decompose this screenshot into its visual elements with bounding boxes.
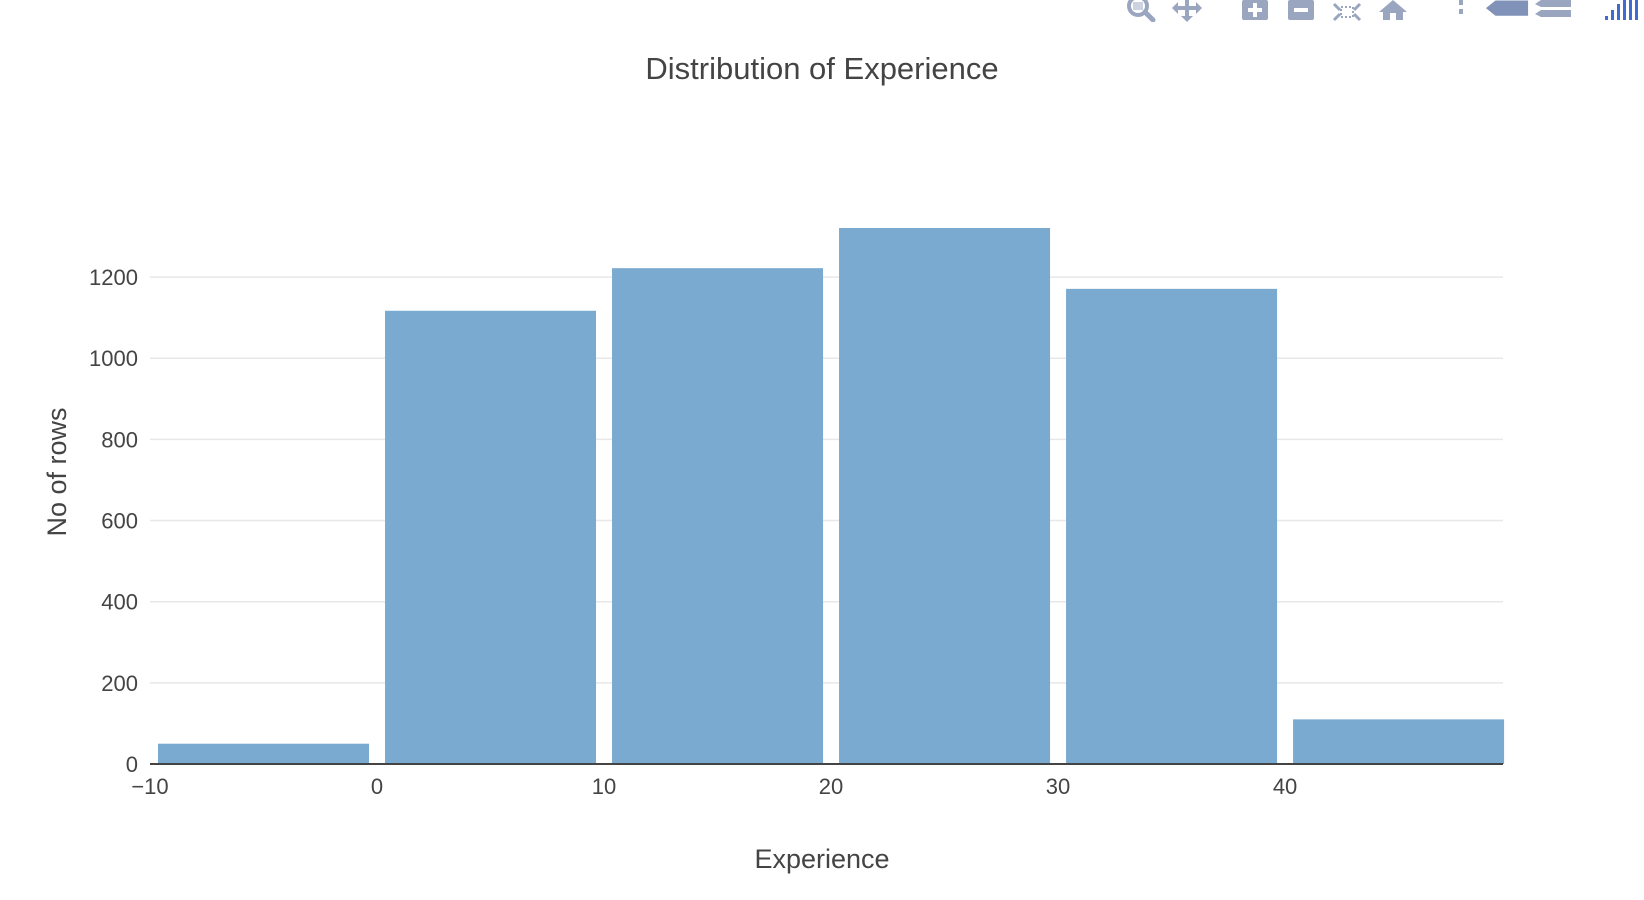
modebar-group-nav <box>1118 0 1210 24</box>
spike-lines-icon[interactable] <box>1438 0 1484 24</box>
x-tick-label: 10 <box>592 774 616 799</box>
pan-icon[interactable] <box>1164 0 1210 24</box>
y-tick-label: 0 <box>126 752 138 777</box>
bar-layer <box>158 227 1505 764</box>
histogram-bar[interactable] <box>839 227 1051 764</box>
x-tick-label: −10 <box>131 774 168 799</box>
y-tick-label: 1000 <box>89 346 138 371</box>
x-tick-label: 30 <box>1046 774 1070 799</box>
x-tick-labels: −10 0 10 20 30 40 <box>131 774 1297 799</box>
y-tick-labels: 0 200 400 600 800 1000 1200 <box>89 265 138 777</box>
histogram-bar[interactable] <box>1066 288 1278 764</box>
zoom-icon[interactable] <box>1118 0 1164 24</box>
y-tick-label: 1200 <box>89 265 138 290</box>
plotly-logo-icon[interactable] <box>1598 0 1644 24</box>
x-tick-label: 0 <box>371 774 383 799</box>
autoscale-icon[interactable] <box>1324 0 1370 24</box>
histogram-bar[interactable] <box>158 743 370 764</box>
grid-layer <box>150 276 1503 684</box>
y-tick-label: 400 <box>101 590 138 615</box>
modebar <box>1096 0 1644 24</box>
histogram-bar[interactable] <box>385 310 597 764</box>
zoom-out-icon[interactable] <box>1278 0 1324 24</box>
y-tick-label: 600 <box>101 509 138 534</box>
modebar-group-hover <box>1438 0 1576 24</box>
modebar-group-logo <box>1598 0 1644 24</box>
hover-closest-icon[interactable] <box>1484 0 1530 24</box>
hover-compare-icon[interactable] <box>1530 0 1576 24</box>
x-tick-label: 40 <box>1273 774 1297 799</box>
y-tick-label: 800 <box>101 427 138 452</box>
zoom-in-icon[interactable] <box>1232 0 1278 24</box>
modebar-group-zoom <box>1232 0 1416 24</box>
histogram-bar[interactable] <box>1293 719 1505 764</box>
x-tick-label: 20 <box>819 774 843 799</box>
y-tick-label: 200 <box>101 671 138 696</box>
x-axis-title: Experience <box>754 844 889 874</box>
y-axis-title: No of rows <box>42 407 72 536</box>
histogram-bar[interactable] <box>612 268 824 764</box>
chart-title: Distribution of Experience <box>645 51 998 86</box>
reset-axes-icon[interactable] <box>1370 0 1416 24</box>
